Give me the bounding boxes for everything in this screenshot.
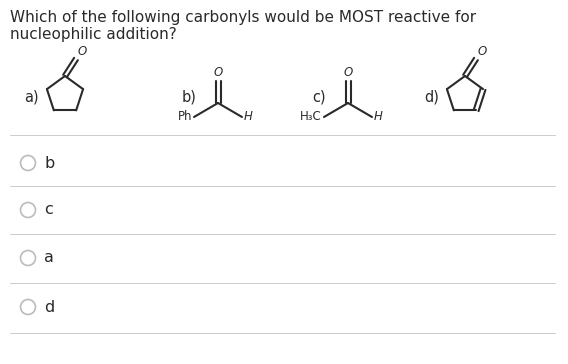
Text: a): a) [24,90,39,104]
Text: H: H [374,111,383,123]
Text: Which of the following carbonyls would be MOST reactive for: Which of the following carbonyls would b… [10,10,476,25]
Text: O: O [344,66,353,79]
Text: O: O [214,66,223,79]
Text: c): c) [312,90,325,104]
Text: d: d [44,300,55,314]
Text: a: a [44,250,54,265]
Text: H: H [244,111,253,123]
Text: c: c [44,202,53,218]
Text: b): b) [182,90,197,104]
Text: d): d) [424,90,439,104]
Text: O: O [478,45,487,58]
Text: H₃C: H₃C [300,111,322,123]
Text: b: b [44,155,55,170]
Text: O: O [78,45,87,58]
Text: Ph: Ph [177,111,192,123]
Text: nucleophilic addition?: nucleophilic addition? [10,27,177,42]
